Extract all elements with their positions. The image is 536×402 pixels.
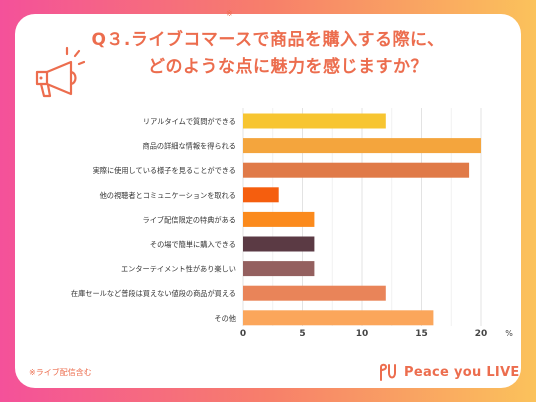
title-line-1: Q３.ライブコマースで商品を購入する際に、 [91, 30, 445, 50]
bar-5 [243, 236, 315, 252]
category-label-0: リアルタイムで質問ができる [143, 117, 236, 126]
x-unit-label: % [505, 329, 513, 338]
brand-logo: Peace you LIVE [378, 362, 520, 382]
brand-name: Peace you LIVE [404, 364, 520, 380]
category-label-6: エンターテイメント性があり楽しい [121, 265, 236, 274]
category-label-5: その場で簡単に購入できる [150, 240, 236, 249]
category-label-2: 実際に使用している様子を見ることができる [93, 166, 236, 175]
bar-2 [243, 162, 470, 178]
bar-8 [243, 310, 434, 326]
x-tick-label-0: 0 [240, 329, 246, 339]
title-note-mark: ※ [226, 9, 233, 18]
bar-4 [243, 211, 315, 227]
brand-logo-icon [380, 363, 396, 381]
bar-7 [243, 285, 386, 301]
category-label-3: 他の視聴者とコミュニケーションを取れる [100, 191, 236, 200]
x-tick-label-3: 15 [415, 329, 428, 339]
category-label-4: ライブ配信限定の特典がある [143, 215, 236, 224]
bar-0 [243, 113, 386, 129]
category-label-7: 在庫セールなど普段は買えない値段の商品が買える [71, 289, 236, 298]
title-line-2: どのような点に魅力を感じますか？ [148, 57, 428, 77]
footnote: ※ライブ配信含む [29, 368, 92, 377]
bar-6 [243, 261, 315, 277]
x-tick-label-1: 5 [299, 329, 305, 339]
bar-3 [243, 187, 279, 203]
x-tick-label-2: 10 [356, 329, 369, 339]
bar-1 [243, 138, 481, 154]
megaphone-icon [35, 46, 85, 98]
category-label-8: その他 [214, 314, 236, 323]
x-tick-label-4: 20 [475, 329, 488, 339]
category-label-1: 商品の詳細な情報を得られる [143, 142, 236, 151]
chart-title: Q３.ライブコマースで商品を購入する際に、 どのような点に魅力を感じますか？ [0, 27, 536, 81]
